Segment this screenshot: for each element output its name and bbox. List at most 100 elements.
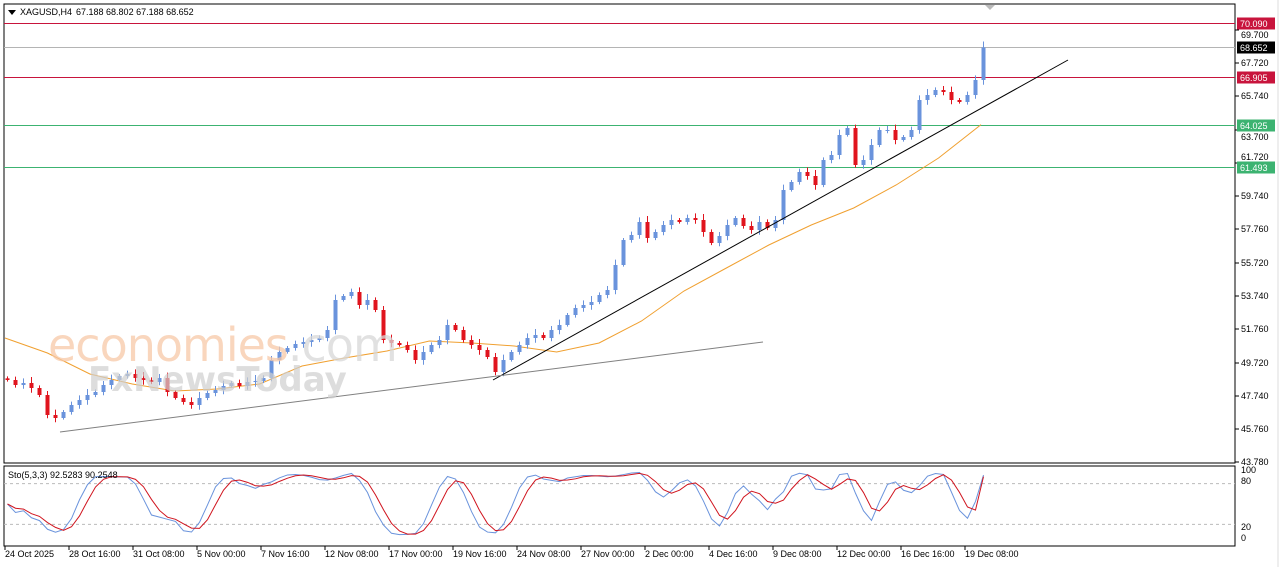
candle-body (877, 130, 882, 145)
candle (605, 286, 610, 299)
candle-body (357, 292, 362, 305)
candle-body (885, 130, 890, 131)
candle-body (749, 226, 754, 230)
candle-body (333, 300, 338, 330)
level-label-61.493: 61.493 (1240, 163, 1268, 173)
candle-body (773, 220, 778, 228)
dropdown-triangle-icon[interactable] (8, 9, 16, 15)
candle (661, 221, 666, 236)
candle (173, 390, 178, 400)
candle (101, 381, 106, 396)
x-tick-label: 19 Nov 16:00 (453, 549, 507, 559)
candle (461, 326, 466, 343)
candle (429, 342, 434, 355)
candle (485, 347, 490, 360)
candle-body (365, 300, 370, 305)
candle-body (301, 342, 306, 344)
candle (813, 170, 818, 190)
candle (629, 231, 634, 243)
candle-body (229, 383, 234, 386)
candle (341, 294, 346, 302)
candle-body (845, 128, 850, 135)
candle-body (293, 344, 298, 348)
candle (949, 86, 954, 105)
candle (229, 381, 234, 388)
candle-body (853, 128, 858, 165)
candle (965, 91, 970, 105)
candle (117, 374, 122, 382)
candle-body (605, 290, 610, 295)
level-label-66.905: 66.905 (1240, 73, 1268, 83)
candle (389, 334, 394, 348)
candle-body (637, 222, 642, 235)
economies-watermark: economies.com (48, 318, 398, 372)
candle (157, 374, 162, 386)
chart-header: XAGUSD,H4 67.188 68.802 67.188 68.652 (8, 7, 194, 17)
candle (61, 410, 66, 420)
candle-body (669, 220, 674, 225)
candle-body (517, 345, 522, 352)
candle-body (85, 395, 90, 400)
candle (357, 287, 362, 309)
candle-body (869, 145, 874, 160)
candle-body (557, 325, 562, 330)
x-tick-label: 19 Dec 08:00 (965, 549, 1019, 559)
candle-body (621, 240, 626, 265)
candle (37, 385, 42, 398)
candle (373, 297, 378, 313)
candle-body (309, 340, 314, 342)
candle-body (285, 348, 290, 352)
candle-body (349, 292, 354, 296)
candle-body (709, 232, 714, 243)
candle-body (829, 155, 834, 160)
y-tick-label: 47.740 (1241, 391, 1269, 401)
candle-body (373, 300, 378, 310)
candle (261, 375, 266, 384)
candle-body (237, 383, 242, 386)
candle-body (461, 330, 466, 340)
candle-body (53, 415, 58, 418)
candle (893, 124, 898, 145)
candle-body (941, 90, 946, 92)
candle (125, 370, 130, 379)
x-tick-label: 28 Oct 16:00 (69, 549, 121, 559)
candle-body (165, 378, 170, 392)
x-tick-label: 9 Dec 08:00 (773, 549, 822, 559)
candle-body (421, 352, 426, 360)
candle (525, 333, 530, 349)
candle (181, 394, 186, 405)
candle (885, 126, 890, 134)
candle (741, 214, 746, 229)
candle-body (469, 340, 474, 345)
candle (133, 369, 138, 382)
candle-body (501, 360, 506, 372)
candle-body (261, 378, 266, 381)
candle-body (397, 343, 402, 345)
x-tick-label: 12 Nov 08:00 (325, 549, 379, 559)
candle (509, 350, 514, 362)
candle-body (189, 402, 194, 405)
candle-body (325, 330, 330, 338)
y-tick-label: 51.760 (1241, 324, 1269, 334)
y-tick-label: 45.760 (1241, 424, 1269, 434)
x-tick-label: 16 Dec 16:00 (901, 549, 955, 559)
x-tick-label: 5 Nov 00:00 (197, 549, 246, 559)
candle-body (381, 310, 386, 340)
y-tick-label: 63.700 (1241, 132, 1269, 142)
candle-body (5, 378, 10, 380)
candle-body (429, 345, 434, 352)
fxnewstoday-watermark: FxNewsToday (88, 360, 347, 400)
level-marker-66.905 (1237, 71, 1275, 84)
candle-body (485, 350, 490, 357)
candle-body (221, 386, 226, 390)
candle (581, 300, 586, 312)
candle (653, 229, 658, 241)
candle (517, 341, 522, 355)
candle (421, 346, 426, 365)
candle-body (565, 315, 570, 325)
candle (445, 319, 450, 345)
candle-body (213, 390, 218, 393)
candle-body (173, 392, 178, 398)
candle (77, 395, 82, 409)
